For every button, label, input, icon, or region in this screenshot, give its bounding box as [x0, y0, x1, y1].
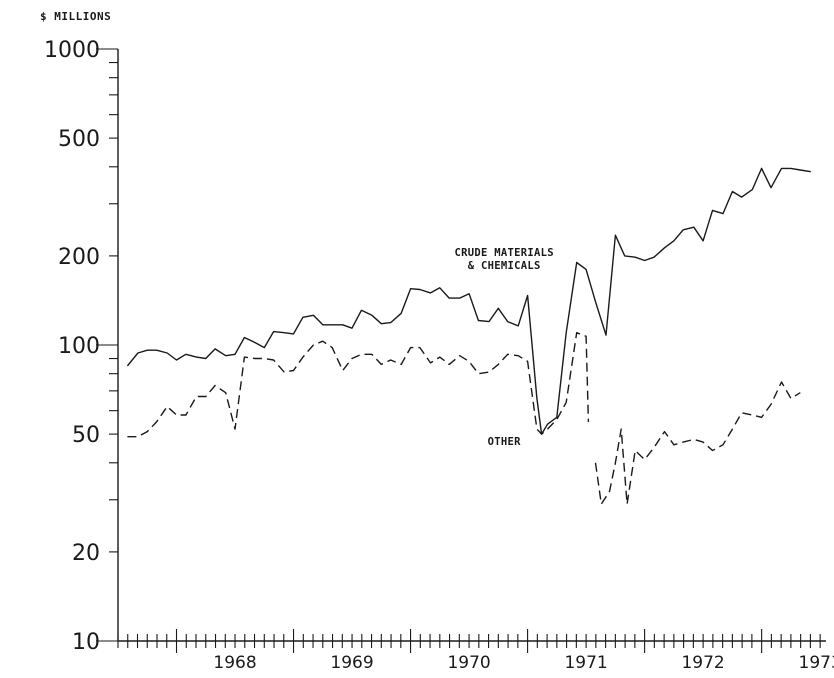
x-tick-label: 1969: [330, 653, 373, 673]
series-annotation: & CHEMICALS: [468, 260, 541, 272]
x-tick-label: 1972: [681, 653, 724, 673]
series-line-crude: [126, 167, 811, 435]
series-line-other: [127, 332, 590, 438]
y-ticks: 1000 500 200 100 50 20 10: [44, 38, 118, 655]
x-tick-label: 1973: [799, 653, 834, 673]
series-annotation: OTHER: [488, 436, 521, 448]
y-unit-label: $ MILLIONS: [40, 10, 111, 23]
series-layer: [126, 167, 811, 505]
y-tick-label: 1000: [44, 38, 100, 63]
series-line-other: [594, 381, 801, 505]
x-tick-label: 1970: [447, 653, 490, 673]
y-tick-label: 200: [58, 245, 100, 270]
y-tick-label: 50: [72, 423, 100, 448]
y-tick-label: 500: [58, 127, 100, 152]
y-tick-label: 10: [72, 630, 100, 655]
x-tick-label: 1971: [564, 653, 607, 673]
x-tick-label: 1968: [213, 653, 256, 673]
x-ticks: 1968 1969 1970 1971 1972 1973: [117, 629, 834, 673]
y-tick-label: 100: [58, 334, 100, 359]
y-tick-label: 20: [72, 541, 100, 566]
series-annotation: CRUDE MATERIALS: [455, 247, 554, 259]
annotations: CRUDE MATERIALS& CHEMICALS OTHER: [455, 247, 554, 448]
